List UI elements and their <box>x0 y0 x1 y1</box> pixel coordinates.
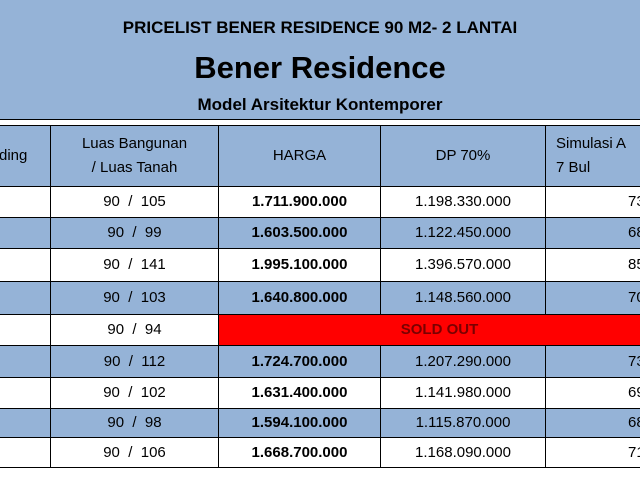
simulation-text: 73 <box>628 193 640 210</box>
price-text: 1.594.100.000 <box>251 414 348 431</box>
price-text: 1.603.500.000 <box>251 224 348 241</box>
area-text: 90 / 103 <box>103 289 166 306</box>
blank-cell <box>0 186 51 218</box>
column-header: DP 70% <box>380 125 546 187</box>
sold-out-text: SOLD OUT <box>400 321 479 338</box>
simulation-cell: 73 <box>545 345 640 378</box>
price-cell: 1.594.100.000 <box>218 408 381 438</box>
area-text: 90 / 102 <box>103 384 166 401</box>
area-text: 90 / 105 <box>103 193 166 210</box>
simulation-cell: 85 <box>545 248 640 282</box>
price-cell: 1.711.900.000 <box>218 186 381 218</box>
column-header-text: Luas Bangunan / Luas Tanah <box>81 135 188 176</box>
dp-text: 1.122.450.000 <box>415 224 511 241</box>
area-text: 90 / 106 <box>103 443 166 461</box>
dp-cell: 1.168.090.000 <box>380 437 546 468</box>
subtitle: Model Arsitektur Kontemporer <box>197 95 443 114</box>
simulation-text: 73 <box>628 352 640 370</box>
area-cell: 90 / 105 <box>50 186 219 218</box>
dp-text: 1.168.090.000 <box>415 443 511 461</box>
sold-out-cell: SOLD OUT <box>218 314 640 346</box>
dp-cell: 1.396.570.000 <box>380 248 546 282</box>
column-header-line: Simulasi A <box>556 135 627 152</box>
blank-cell <box>0 408 51 438</box>
price-text: 1.711.900.000 <box>251 193 348 210</box>
area-cell: 90 / 141 <box>50 248 219 282</box>
blank-cell <box>0 345 51 378</box>
column-header: Luas Bangunan / Luas Tanah <box>50 125 219 187</box>
simulation-text: 68 <box>628 414 640 431</box>
column-header-text: DP 70% <box>435 147 491 164</box>
simulation-text: 70 <box>628 289 640 306</box>
price-text: 1.995.100.000 <box>251 256 348 273</box>
column-header: Simulasi A 7 Bul <box>545 125 640 187</box>
title: PRICELIST BENER RESIDENCE 90 M2- 2 LANTA… <box>122 18 518 37</box>
dp-cell: 1.141.980.000 <box>380 377 546 409</box>
area-cell: 90 / 103 <box>50 281 219 315</box>
price-cell: 1.995.100.000 <box>218 248 381 282</box>
dp-text: 1.198.330.000 <box>415 193 511 210</box>
area-cell: 90 / 98 <box>50 408 219 438</box>
dp-text: 1.207.290.000 <box>415 352 511 370</box>
simulation-text: 71 <box>628 443 640 461</box>
column-header-text: HARGA <box>272 147 327 164</box>
simulation-cell: 71 <box>545 437 640 468</box>
area-cell: 90 / 99 <box>50 217 219 249</box>
price-cell: 1.724.700.000 <box>218 345 381 378</box>
area-cell: 90 / 112 <box>50 345 219 378</box>
blank-cell <box>0 437 51 468</box>
column-header-line: 7 Bul <box>556 159 591 176</box>
blank-cell <box>0 217 51 249</box>
area-text: 90 / 141 <box>103 256 166 273</box>
dp-text: 1.148.560.000 <box>415 289 511 306</box>
price-text: 1.724.700.000 <box>251 352 348 370</box>
area-cell: 90 / 94 <box>50 314 219 346</box>
dp-text: 1.115.870.000 <box>415 414 511 431</box>
price-cell: 1.631.400.000 <box>218 377 381 409</box>
column-header-text: ding <box>0 147 28 164</box>
area-cell: 90 / 102 <box>50 377 219 409</box>
dp-cell: 1.148.560.000 <box>380 281 546 315</box>
dp-cell: 1.198.330.000 <box>380 186 546 218</box>
area-text: 90 / 99 <box>107 224 162 241</box>
blank-cell <box>0 377 51 409</box>
simulation-cell: 70 <box>545 281 640 315</box>
header-band <box>0 0 640 120</box>
price-text: 1.640.800.000 <box>251 289 348 306</box>
area-text: 90 / 98 <box>107 414 162 431</box>
simulation-cell: 73 <box>545 186 640 218</box>
dp-cell: 1.115.870.000 <box>380 408 546 438</box>
simulation-text: 68 <box>628 224 640 241</box>
simulation-text: 85 <box>628 256 640 273</box>
price-cell: 1.603.500.000 <box>218 217 381 249</box>
simulation-cell: 68 <box>545 217 640 249</box>
price-cell: 1.640.800.000 <box>218 281 381 315</box>
project-name: Bener Residence <box>194 50 446 85</box>
area-cell: 90 / 106 <box>50 437 219 468</box>
dp-cell: 1.207.290.000 <box>380 345 546 378</box>
blank-cell <box>0 314 51 346</box>
simulation-text: 69 <box>628 384 640 401</box>
price-text: 1.631.400.000 <box>251 384 348 401</box>
simulation-cell: 68 <box>545 408 640 438</box>
area-text: 90 / 112 <box>103 352 166 370</box>
price-cell: 1.668.700.000 <box>218 437 381 468</box>
simulation-cell: 69 <box>545 377 640 409</box>
dp-text: 1.396.570.000 <box>415 256 511 273</box>
price-text: 1.668.700.000 <box>251 443 348 461</box>
blank-cell <box>0 248 51 282</box>
blank-cell <box>0 281 51 315</box>
column-header: HARGA <box>218 125 381 187</box>
dp-cell: 1.122.450.000 <box>380 217 546 249</box>
dp-text: 1.141.980.000 <box>415 384 511 401</box>
area-text: 90 / 94 <box>107 321 162 338</box>
column-header: ding <box>0 125 51 187</box>
